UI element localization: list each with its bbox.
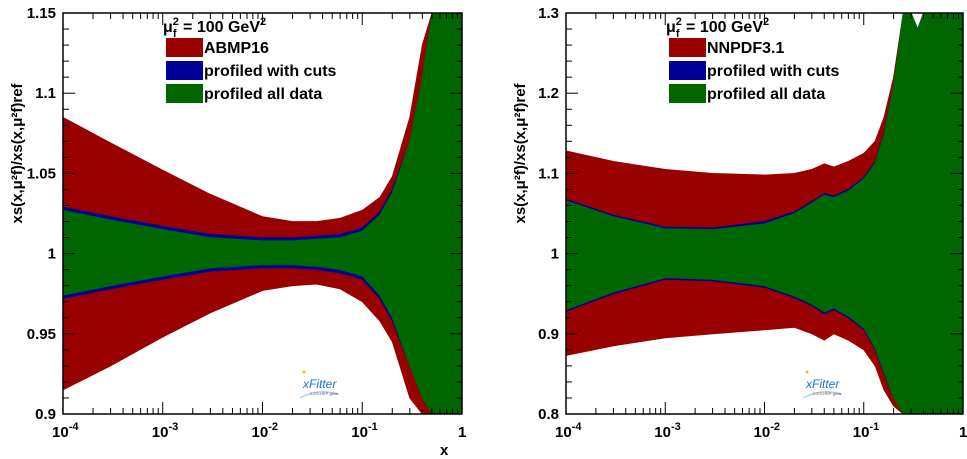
legend-left: ABMP16 profiled with cuts profiled all dat… [166,38,337,103]
y-tick-label: 1.1 [538,165,559,182]
legend-swatch [669,61,706,80]
ticks-right: 10-4 10-3 10-2 10-1 1 0.8 0.9 1 1.1 1.2 1.3 [538,5,967,441]
x-tick-label: 10-2 [252,421,278,441]
logo-dot [302,370,306,374]
legend-label: profiled with cuts [204,63,337,80]
legend-label: profiled all data [707,86,825,103]
y-axis-title-right: xs(x,μ²f)/xs(x,μ²f)ref [512,82,529,223]
logo-text: xFitter [805,377,840,391]
y-tick-label: 0.9 [35,406,56,423]
legend-swatch [166,61,203,80]
panel-right: 10-4 10-3 10-2 10-1 1 0.8 0.9 1 1.1 1.2 1.3 NNPDF3… [512,5,967,441]
legend-swatch [166,38,203,57]
y-tick-label: 1 [48,246,56,263]
y-tick-label: 1.15 [27,5,56,22]
y-tick-label: 0.9 [538,326,559,343]
legend-label: ABMP16 [204,40,269,57]
x-tick-label: 1 [458,424,466,441]
x-tick-label: 1 [959,424,967,441]
legend-label: profiled with cuts [707,63,840,80]
panel-left: 10-4 10-3 10-2 10-1 1 0.9 0.95 1 1.05 1.1 1.15 ABM… [9,5,466,441]
scale-label-right: μ2 f = 100 GeV2 [666,16,769,40]
x-tick-label: 10-2 [754,421,780,441]
legend-swatch [166,84,203,103]
x-tick-label: 10-4 [555,421,582,441]
y-tick-label: 1.3 [538,5,559,22]
y-tick-label: 1 [551,246,559,263]
logo-text: xFitter [302,377,337,391]
x-tick-label: 10-1 [853,421,879,441]
x-axis-title: x [440,442,449,459]
logo-dot [805,370,809,374]
y-tick-label: 1.2 [538,85,559,102]
legend-swatch [669,84,706,103]
x-tick-label: 10-4 [52,421,79,441]
legend-label: profiled all data [204,86,322,103]
y-tick-label: 1.1 [35,85,56,102]
legend-right: NNPDF3.1 profiled with cuts profiled all d… [669,38,840,103]
y-tick-label: 0.95 [27,326,56,343]
x-tick-label: 10-1 [351,421,377,441]
legend-swatch [669,38,706,57]
y-tick-label: 0.8 [538,406,559,423]
x-tick-label: 10-3 [654,421,680,441]
y-axis-title-left: xs(x,μ²f)/xs(x,μ²f)ref [9,82,26,223]
logo-subtext: 2.0.0-HEP-grids [310,391,338,396]
scale-label-left: μ2 f = 100 GeV2 [163,16,266,40]
legend-label: NNPDF3.1 [707,40,784,57]
logo-swoosh [299,391,339,399]
logo-subtext: 2.0.0-HEP-grids [813,391,841,396]
logo-swoosh [802,391,842,399]
x-tick-label: 10-3 [152,421,178,441]
y-tick-label: 1.05 [27,165,56,182]
